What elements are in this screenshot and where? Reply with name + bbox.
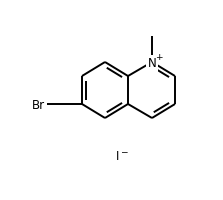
Text: +: + [155, 53, 163, 62]
Text: Br: Br [32, 99, 45, 112]
Text: −: − [120, 148, 128, 156]
Text: I: I [116, 150, 120, 163]
Text: N: N [148, 57, 156, 70]
